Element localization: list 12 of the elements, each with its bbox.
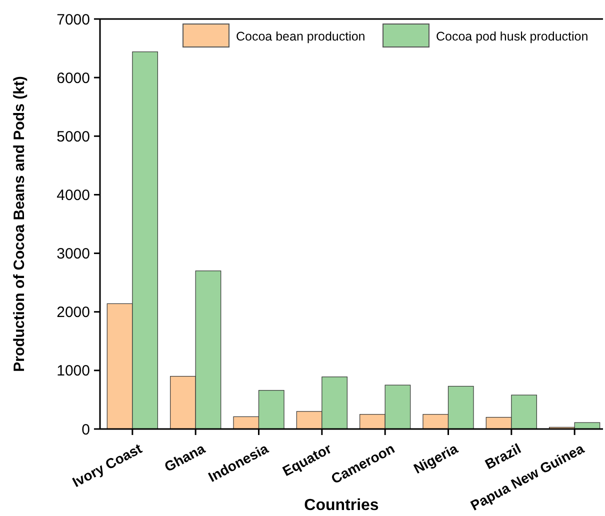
- y-tick-label: 3000: [56, 246, 90, 263]
- x-axis-title: Countries: [304, 497, 379, 514]
- y-axis-title: Production of Cocoa Beans and Pods (kt): [11, 76, 28, 372]
- y-tick-label: 5000: [56, 128, 90, 146]
- y-tick-label: 7000: [56, 11, 90, 28]
- y-tick-label: 6000: [56, 70, 90, 87]
- y-tick-label: 4000: [56, 186, 90, 204]
- y-tick-label: 0: [82, 421, 90, 438]
- legend-label: Cocoa bean production: [236, 29, 366, 44]
- legend-label: Cocoa pod husk production: [436, 29, 588, 44]
- y-tick-label: 1000: [56, 362, 90, 380]
- y-tick-label: 2000: [56, 304, 90, 322]
